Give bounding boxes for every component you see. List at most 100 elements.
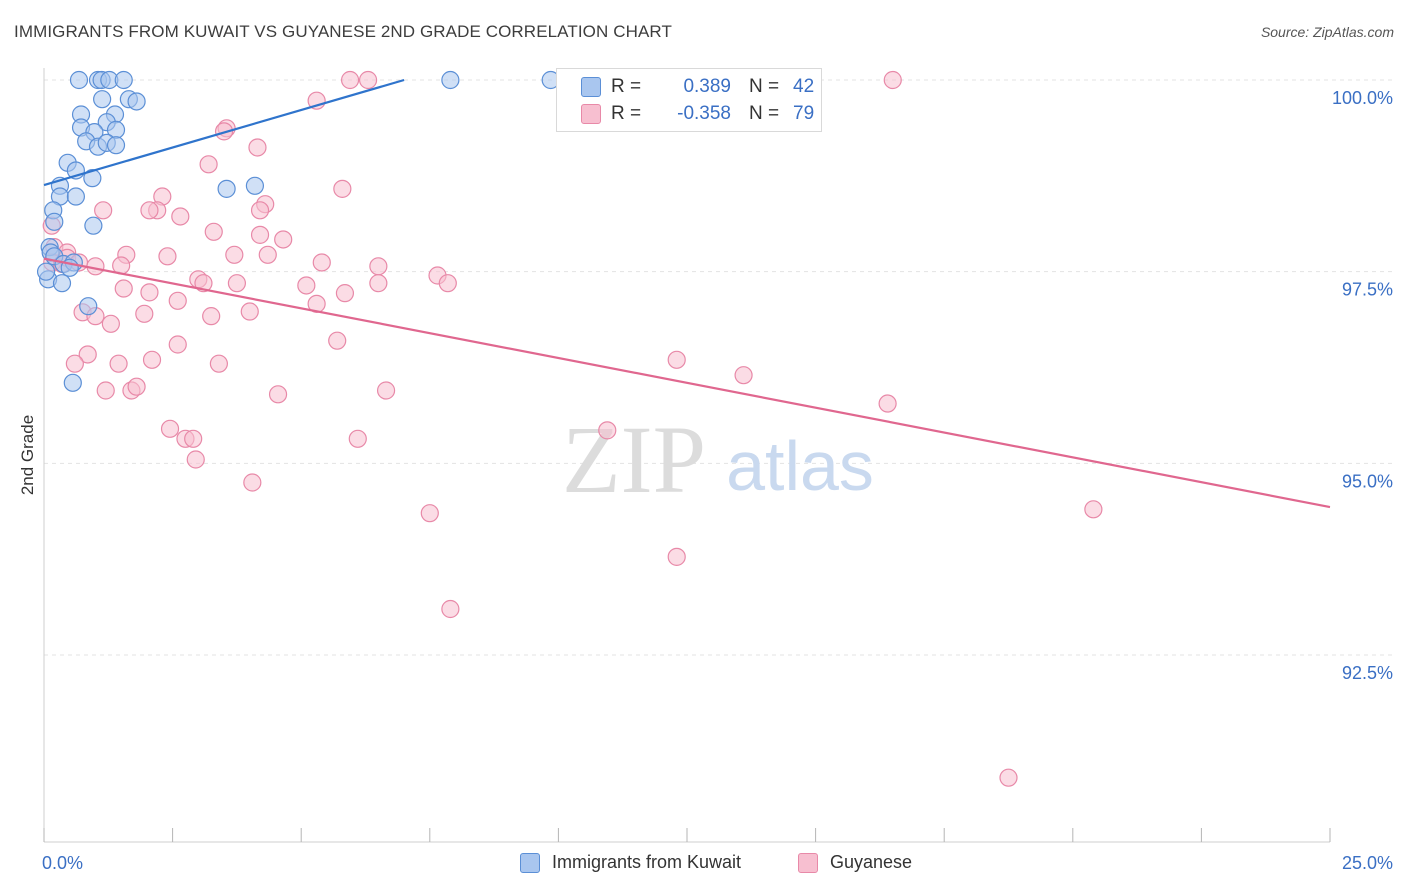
guyanese-point <box>340 70 360 90</box>
guyanese-point <box>160 419 180 438</box>
guyanese-point <box>127 377 146 396</box>
y-tick-label: 97.5% <box>1342 280 1393 300</box>
guyanese-point <box>369 274 388 293</box>
kuwait-point <box>66 187 85 206</box>
legend-n-label: N = <box>749 103 780 124</box>
guyanese-point <box>158 247 177 266</box>
kuwait-point <box>79 297 98 316</box>
guyanese-point <box>312 253 331 272</box>
guyanese-point <box>999 768 1018 787</box>
guyanese-point <box>214 122 234 141</box>
kuwait-point <box>36 262 56 281</box>
guyanese-point <box>94 201 113 220</box>
legend-r-value: -0.358 <box>677 103 731 124</box>
guyanese-point <box>358 70 378 90</box>
bottom-legend-label: Immigrants from Kuwait <box>552 852 742 872</box>
guyanese-point <box>369 257 388 276</box>
guyanese-point <box>878 394 897 413</box>
stats-legend: R = 0.389 N = 42 R = -0.358 N = 79 <box>556 68 822 132</box>
x-tick-label: 25.0% <box>1342 853 1393 873</box>
gridlines <box>44 79 1392 656</box>
kuwait-point <box>69 70 89 90</box>
legend-r-label: R = <box>611 103 642 124</box>
bottom-legend-label: Guyanese <box>830 852 913 872</box>
kuwait-point <box>441 70 460 90</box>
guyanese-point <box>168 291 187 310</box>
kuwait-point <box>217 179 236 198</box>
guyanese-point <box>65 354 84 373</box>
chart-title: IMMIGRANTS FROM KUWAIT VS GUYANESE 2ND G… <box>14 22 672 41</box>
guyanese-point <box>268 385 288 404</box>
guyanese-point <box>376 381 396 400</box>
kuwait-point <box>45 212 64 231</box>
guyanese-point <box>250 201 270 220</box>
guyanese-point <box>274 230 293 249</box>
guyanese-point <box>1084 500 1103 519</box>
legend-row-guyanese: R = -0.358 N = 79 <box>581 101 814 127</box>
kuwait-point <box>83 169 102 188</box>
guyanese-point <box>114 279 133 298</box>
guyanese-point <box>199 155 218 174</box>
tick-labels: 100.0% 97.5% 95.0% 92.5% 0.0% 25.0% <box>42 88 1393 873</box>
guyanese-point <box>667 350 686 369</box>
guyanese-point <box>140 283 159 302</box>
guyanese-point <box>194 274 213 293</box>
guyanese-point <box>438 274 457 293</box>
trend-lines <box>43 78 1331 509</box>
guyanese-point <box>78 345 97 364</box>
guyanese-point <box>96 381 115 400</box>
guyanese-point <box>335 284 355 303</box>
axes <box>43 68 1331 843</box>
legend-n-value: 79 <box>793 103 815 124</box>
watermark: ZIP atlas <box>562 406 874 513</box>
guyanese-point <box>420 504 439 523</box>
guyanese-point <box>348 429 367 448</box>
guyanese-point <box>243 473 262 492</box>
guyanese-point <box>240 302 259 321</box>
guyanese-point <box>734 366 753 385</box>
guyanese-point <box>135 304 154 323</box>
guyanese-point <box>883 70 902 90</box>
legend-n-value: 42 <box>793 76 815 97</box>
x-tick-label: 0.0% <box>42 853 83 873</box>
guyanese-point <box>186 450 205 469</box>
y-tick-label: 95.0% <box>1342 471 1393 491</box>
kuwait-point <box>84 216 103 235</box>
y-axis-label: 2nd Grade <box>18 415 37 495</box>
guyanese-point <box>101 314 120 333</box>
source-label: Source: ZipAtlas.com <box>1260 24 1394 40</box>
y-tick-label: 92.5% <box>1342 663 1393 683</box>
guyanese-point <box>297 276 316 295</box>
guyanese-point <box>202 307 221 326</box>
legend-n-label: N = <box>749 76 780 97</box>
guyanese-point <box>142 350 162 369</box>
guyanese-point <box>184 429 203 448</box>
watermark-atlas: atlas <box>726 427 874 505</box>
guyanese-point <box>598 421 617 440</box>
kuwait-point <box>52 274 72 293</box>
guyanese-point <box>667 547 686 566</box>
guyanese-point <box>333 179 352 198</box>
guyanese-point <box>441 599 460 619</box>
legend-swatch-guyanese <box>581 104 601 124</box>
guyanese-point <box>248 138 267 157</box>
kuwait-trend-line <box>43 78 405 187</box>
guyanese-point <box>258 245 277 264</box>
bottom-swatch-kuwait <box>520 852 540 873</box>
guyanese-point <box>171 207 190 226</box>
kuwait-point <box>106 136 126 155</box>
guyanese-point <box>328 331 347 350</box>
legend-swatch-kuwait <box>581 77 601 97</box>
guyanese-point <box>227 274 246 293</box>
bottom-legend-kuwait: Immigrants from Kuwait <box>520 852 741 873</box>
watermark-zip: ZIP <box>562 406 706 513</box>
legend-row-kuwait: R = 0.389 N = 42 <box>581 74 814 100</box>
bottom-legend-guyanese: Guyanese <box>798 852 912 873</box>
kuwait-point <box>114 70 133 90</box>
bottom-swatch-guyanese <box>798 852 818 873</box>
kuwait-point <box>127 92 146 111</box>
guyanese-trend-line <box>43 257 1331 509</box>
legend-r-label: R = <box>611 76 642 97</box>
guyanese-point <box>225 245 244 264</box>
guyanese-point <box>204 222 223 241</box>
